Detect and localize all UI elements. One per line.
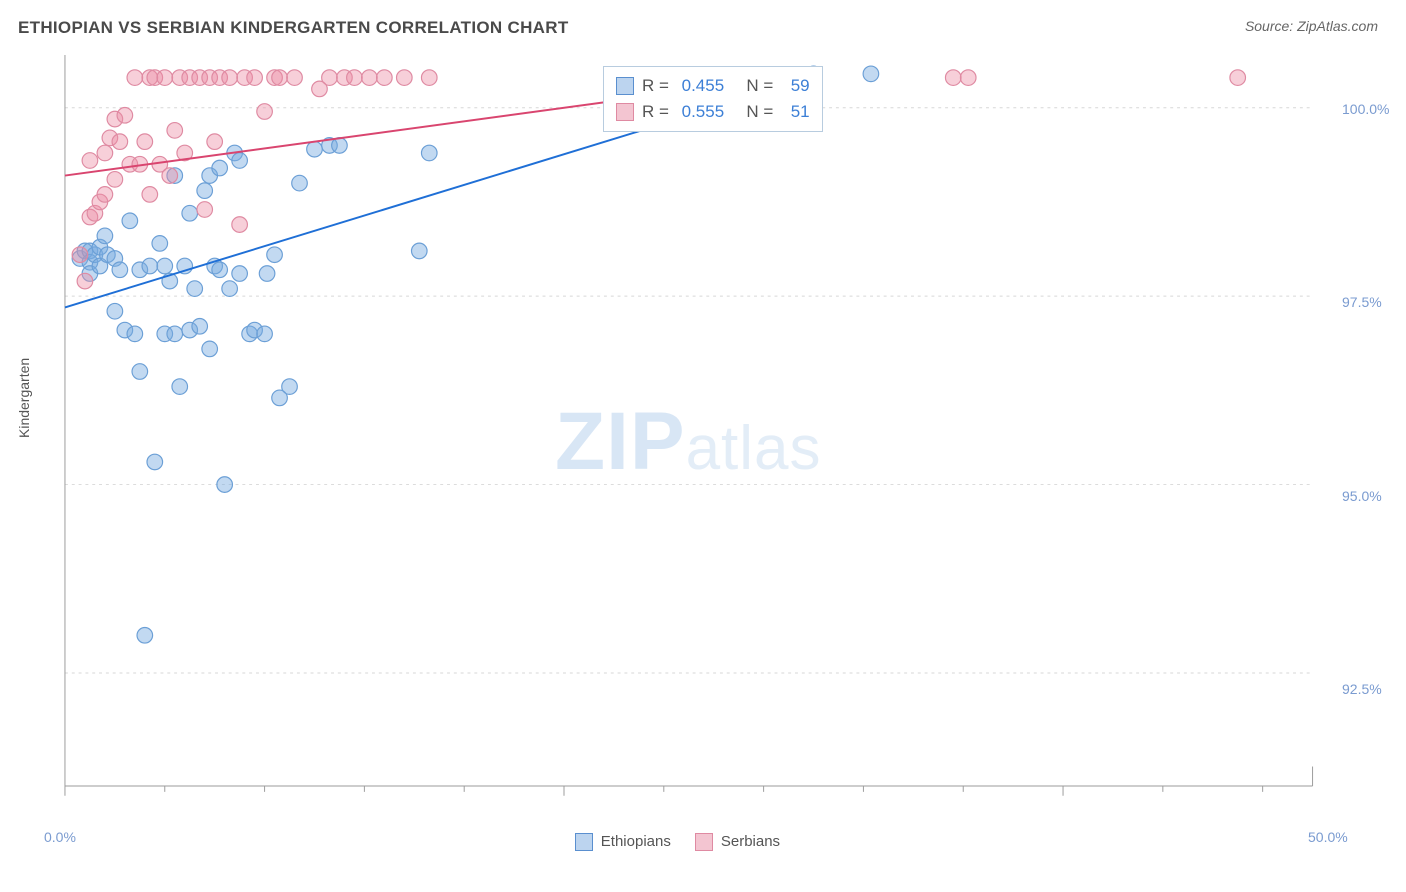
data-point xyxy=(107,172,123,188)
data-point xyxy=(72,247,88,263)
data-point xyxy=(97,187,113,203)
data-point xyxy=(347,70,363,86)
data-point xyxy=(257,326,273,342)
data-point xyxy=(212,160,228,176)
chart-title: ETHIOPIAN VS SERBIAN KINDERGARTEN CORREL… xyxy=(18,18,569,38)
data-point xyxy=(232,266,248,282)
data-point xyxy=(222,281,238,297)
data-point xyxy=(82,153,98,169)
data-point xyxy=(122,213,138,229)
data-point xyxy=(107,303,123,319)
correlation-row: R = 0.455 N = 59 xyxy=(616,73,810,99)
data-point xyxy=(397,70,413,86)
data-point xyxy=(157,70,173,86)
r-value: 0.555 xyxy=(682,99,725,125)
n-label: N = xyxy=(732,73,778,99)
data-point xyxy=(97,228,113,244)
data-point xyxy=(97,145,113,161)
data-point xyxy=(142,258,158,274)
data-point xyxy=(162,168,178,184)
legend-swatch xyxy=(575,833,593,851)
r-label: R = xyxy=(642,73,674,99)
data-point xyxy=(142,187,158,203)
data-point xyxy=(137,134,153,150)
source-prefix: Source: xyxy=(1245,18,1297,34)
r-value: 0.455 xyxy=(682,73,725,99)
x-tick-label: 50.0% xyxy=(1308,829,1348,845)
data-point xyxy=(167,326,183,342)
r-label: R = xyxy=(642,99,674,125)
n-value: 59 xyxy=(786,73,810,99)
data-point xyxy=(127,70,143,86)
correlation-row: R = 0.555 N = 51 xyxy=(616,99,810,125)
data-point xyxy=(192,319,208,335)
data-point xyxy=(247,70,263,86)
n-label: N = xyxy=(732,99,778,125)
series-legend: Ethiopians Serbians xyxy=(575,833,780,851)
legend-label: Ethiopians xyxy=(601,833,671,850)
n-value: 51 xyxy=(786,99,810,125)
data-point xyxy=(217,477,233,493)
data-point xyxy=(197,183,213,199)
correlation-legend: R = 0.455 N = 59R = 0.555 N = 51 xyxy=(603,66,823,132)
data-point xyxy=(132,364,148,380)
chart-area: ZIPatlas R = 0.455 N = 59R = 0.555 N = 5… xyxy=(50,55,1386,825)
data-point xyxy=(137,627,153,643)
data-point xyxy=(117,107,133,123)
data-point xyxy=(157,258,173,274)
x-tick-label: 0.0% xyxy=(44,829,76,845)
data-point xyxy=(172,379,188,395)
data-point xyxy=(232,217,248,233)
data-point xyxy=(272,70,288,86)
y-axis-label: Kindergarten xyxy=(16,358,32,438)
data-point xyxy=(112,262,128,278)
y-tick-label: 100.0% xyxy=(1342,101,1389,117)
data-point xyxy=(322,70,338,86)
source-credit: Source: ZipAtlas.com xyxy=(1245,18,1378,34)
data-point xyxy=(960,70,976,86)
data-point xyxy=(77,273,93,289)
data-point xyxy=(1230,70,1246,86)
data-point xyxy=(259,266,275,282)
data-point xyxy=(421,145,437,161)
source-name: ZipAtlas.com xyxy=(1297,18,1378,34)
data-point xyxy=(411,243,427,259)
data-point xyxy=(292,175,308,191)
legend-item: Ethiopians xyxy=(575,833,671,851)
data-point xyxy=(147,454,163,470)
legend-swatch xyxy=(616,103,634,121)
legend-swatch xyxy=(616,77,634,95)
data-point xyxy=(377,70,393,86)
data-point xyxy=(362,70,378,86)
data-point xyxy=(212,262,228,278)
data-point xyxy=(207,134,223,150)
data-point xyxy=(257,104,273,120)
data-point xyxy=(202,341,218,357)
data-point xyxy=(863,66,879,82)
data-point xyxy=(167,123,183,139)
scatter-plot xyxy=(50,55,1386,825)
data-point xyxy=(197,202,213,218)
legend-item: Serbians xyxy=(695,833,780,851)
y-tick-label: 95.0% xyxy=(1342,488,1382,504)
data-point xyxy=(232,153,248,169)
data-point xyxy=(127,326,143,342)
data-point xyxy=(287,70,303,86)
data-point xyxy=(182,205,198,221)
data-point xyxy=(267,247,283,263)
data-point xyxy=(945,70,961,86)
data-point xyxy=(112,134,128,150)
data-point xyxy=(282,379,298,395)
y-tick-label: 97.5% xyxy=(1342,294,1382,310)
data-point xyxy=(152,236,168,252)
data-point xyxy=(307,141,323,157)
y-tick-label: 92.5% xyxy=(1342,681,1382,697)
data-point xyxy=(187,281,203,297)
legend-swatch xyxy=(695,833,713,851)
data-point xyxy=(222,70,238,86)
data-point xyxy=(421,70,437,86)
legend-label: Serbians xyxy=(721,833,780,850)
